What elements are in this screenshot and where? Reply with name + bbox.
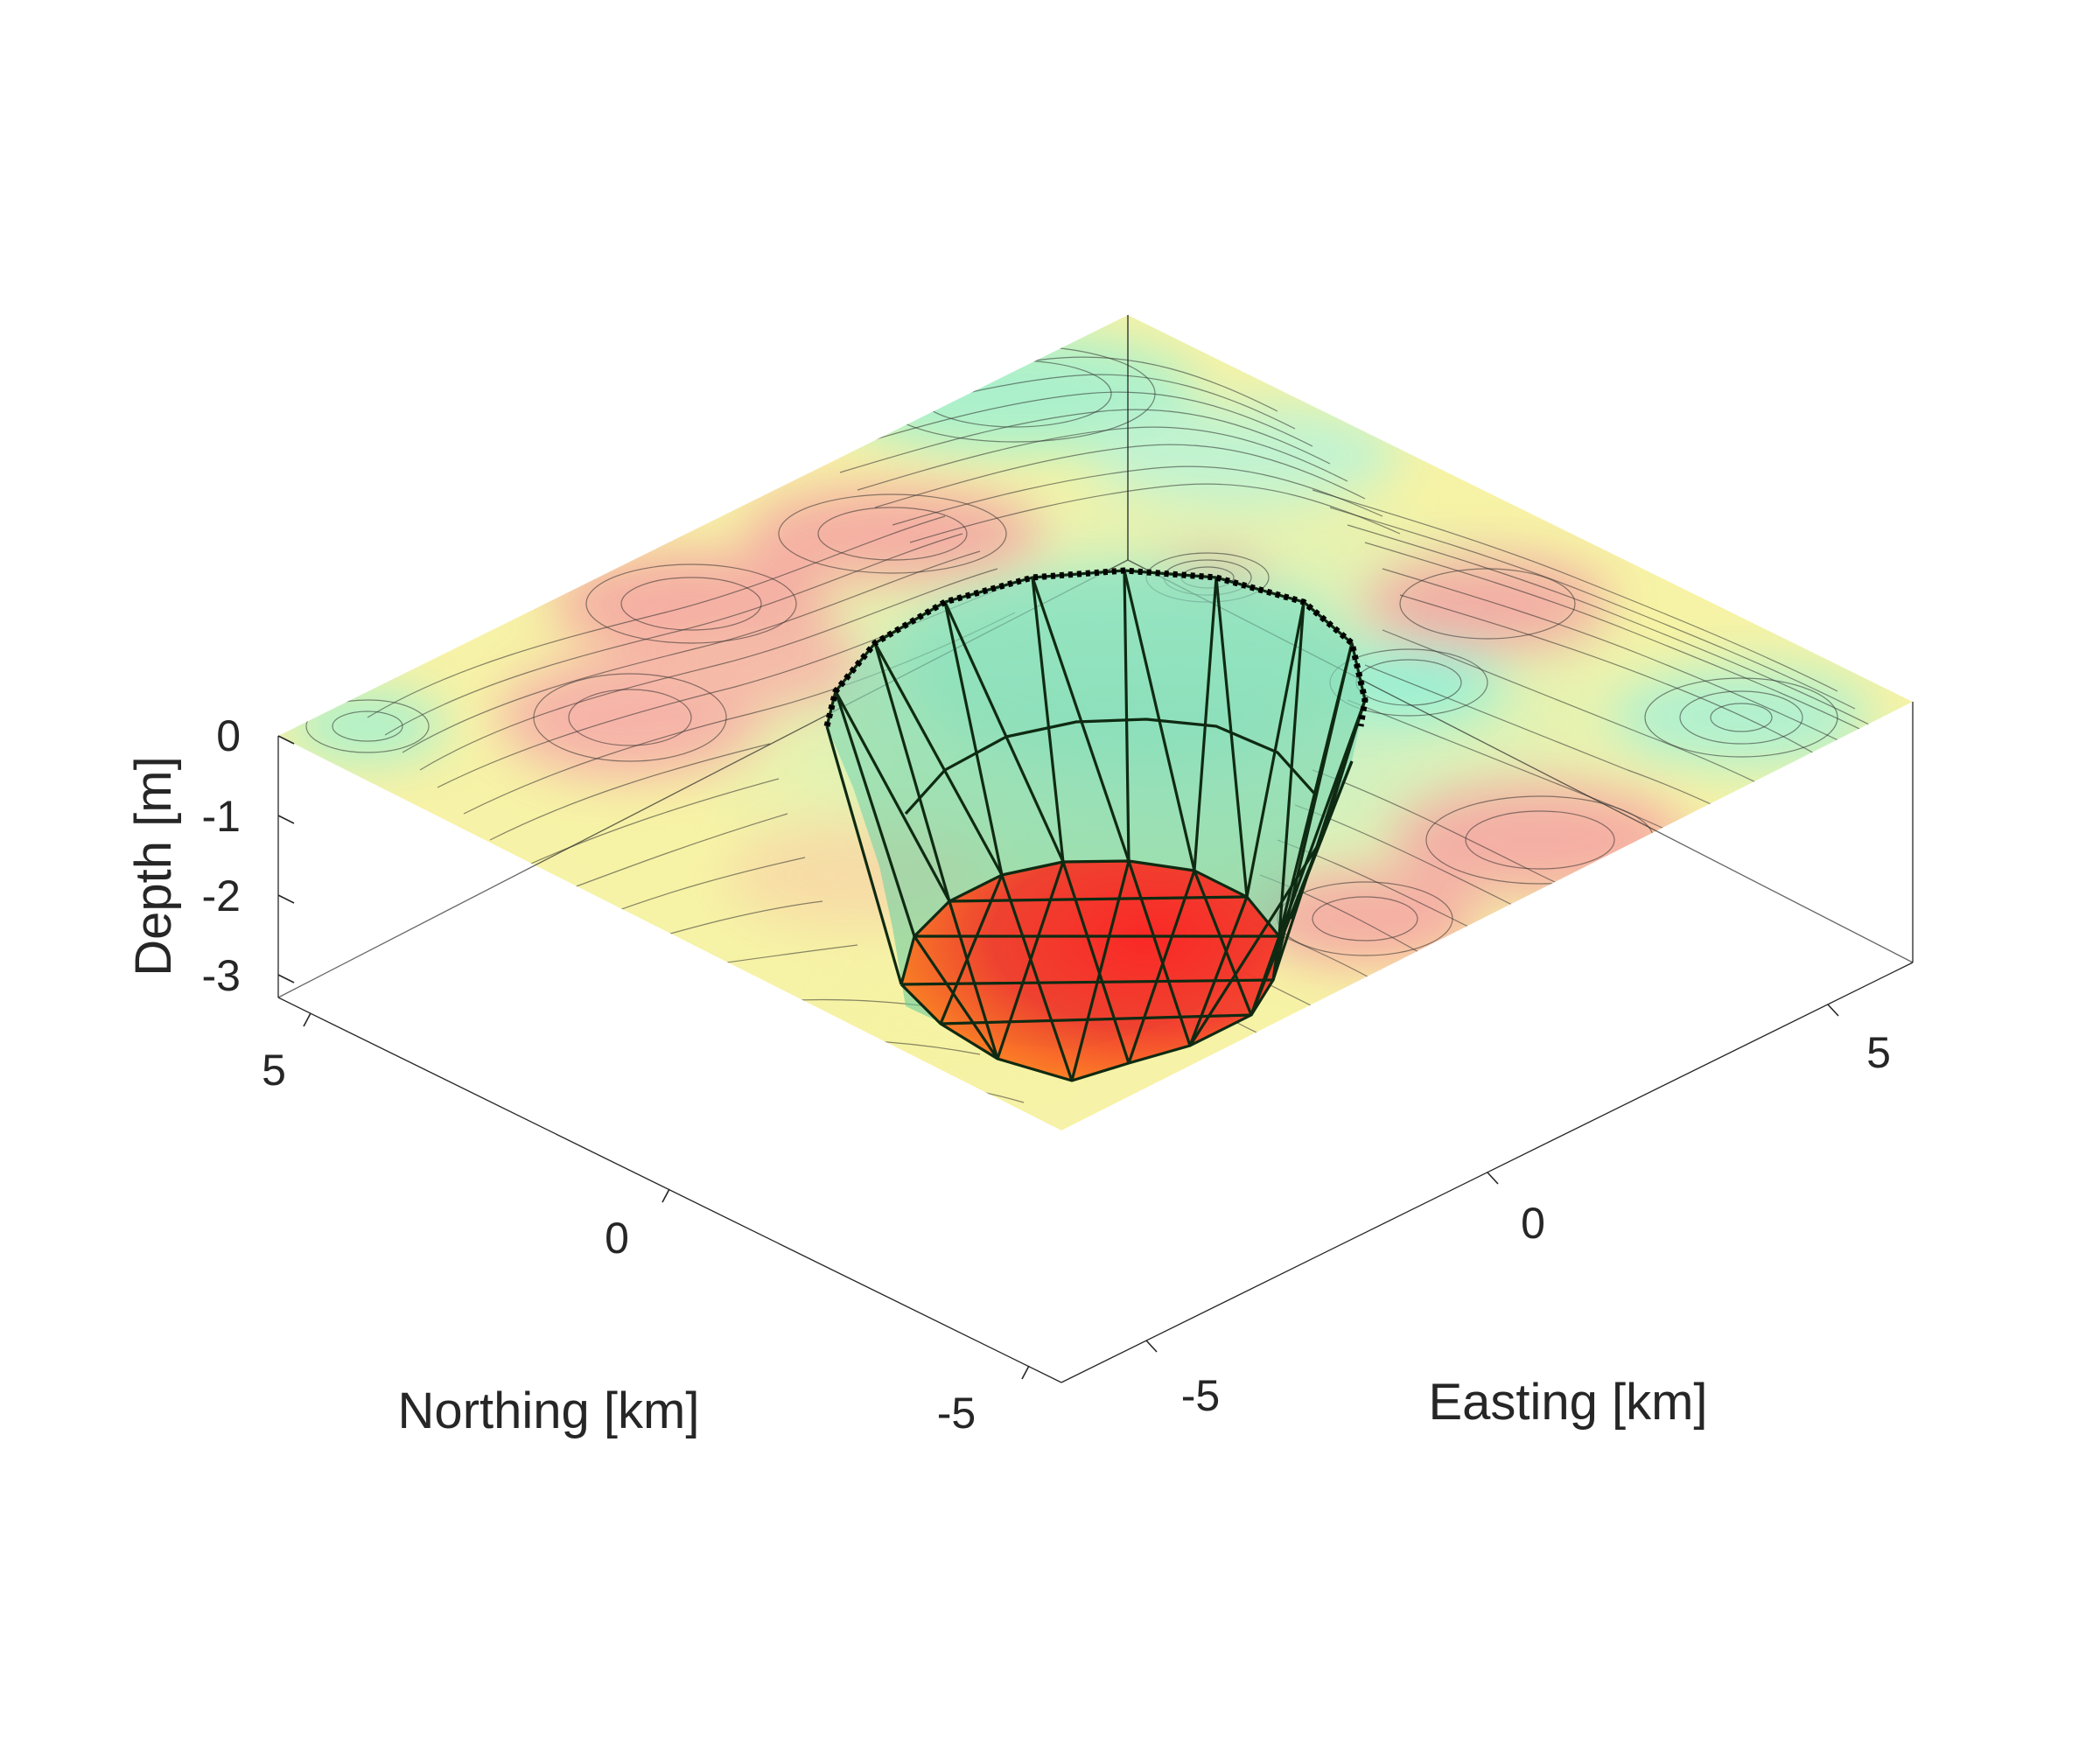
depth-axis-title: Depth [m] [125,756,182,976]
easting-tick-neg5: -5 [1181,1371,1220,1420]
easting-tick-labels: -5 0 5 [1181,1028,1891,1420]
wall-triangulation [825,569,1367,1046]
cavity-mesh [823,567,1368,1082]
cavity-rim-outline [823,567,1368,727]
depth-tick-3: -3 [202,951,241,1000]
northing-tick-neg5: -5 [937,1389,976,1438]
easting-axis-line [1060,962,1914,1383]
northing-tick-labels: 5 0 -5 [262,1046,976,1438]
depth-tick-0: 0 [216,711,241,760]
northing-axis-line [277,997,1062,1383]
floor-triangulation [900,859,1281,1082]
northing-axis-title: Northing [km] [398,1382,700,1439]
easting-axis-title: Easting [km] [1428,1374,1707,1431]
northing-tick-5: 5 [262,1046,286,1095]
depth-tick-labels: 0 -1 -2 -3 [202,711,241,1000]
easting-tick-0: 0 [1521,1199,1545,1248]
depth-tick-2: -2 [202,872,241,920]
northing-tick-0: 0 [605,1214,629,1263]
depth-tick-1: -1 [202,792,241,841]
easting-tick-5: 5 [1866,1028,1891,1077]
